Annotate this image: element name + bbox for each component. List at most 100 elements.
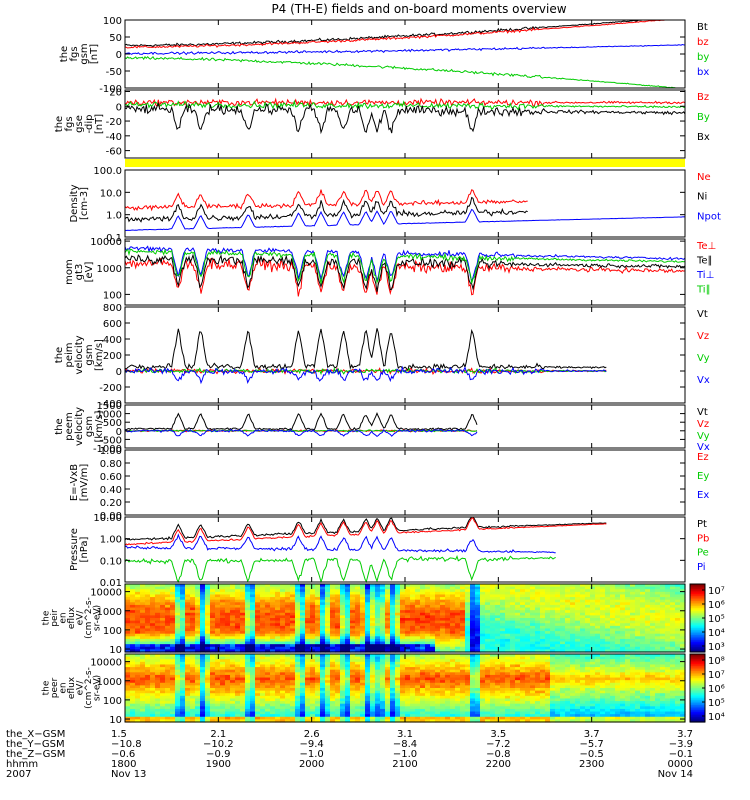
y-axis-label: eV/ — [76, 680, 86, 696]
y-tick-label: -400 — [99, 399, 122, 410]
y-tick-label: -60 — [106, 147, 122, 158]
y-tick-label: -40 — [106, 132, 122, 143]
legend-entry: Bx — [697, 132, 710, 143]
y-axis-label: velocity — [74, 407, 85, 446]
legend-entry: Ti⊥ — [696, 270, 714, 281]
y-axis-label: peir — [50, 609, 60, 627]
legend-entry: Pi — [697, 562, 706, 573]
y-axis-label: fgs — [69, 46, 80, 61]
x-axis-tick-value: 1.5 — [111, 729, 127, 740]
y-tick-label: 0.01 — [100, 578, 122, 589]
y-axis-label: peim — [64, 342, 75, 367]
y-axis-label: [eV] — [84, 262, 95, 283]
colorbar-tick-label: 10⁶ — [708, 600, 725, 611]
y-axis-label: [nT] — [94, 114, 105, 134]
y-tick-label: 0.20 — [100, 498, 122, 509]
y-axis-label: E=-VxB — [69, 464, 80, 501]
series-line-pressure-Pt — [124, 516, 607, 541]
y-tick-label: -500 — [99, 435, 122, 446]
x-axis-tick-value: −9.4 — [300, 739, 324, 750]
y-axis-label: Density — [69, 184, 80, 222]
x-axis-tick-value: 3.7 — [584, 729, 600, 740]
colorbar-tick-label: 10⁶ — [708, 684, 725, 695]
y-tick-label: -20 — [106, 117, 122, 128]
x-axis-tick-value: −8.4 — [393, 739, 417, 750]
legend-entry: bx — [697, 67, 709, 78]
y-axis-label: -dip — [84, 114, 95, 133]
series-line-fgs_gse-By — [124, 99, 686, 111]
x-axis-tick-value: 2.6 — [304, 729, 320, 740]
y-axis-label: the — [42, 610, 52, 625]
legend-entry: Te⊥ — [696, 241, 716, 252]
legend-entry: Vt — [697, 309, 708, 320]
x-axis-tick-value: −3.9 — [669, 739, 693, 750]
y-axis-label: sr-eV) — [93, 675, 103, 701]
y-tick-label: 1000 — [97, 607, 122, 618]
x-axis-tick-value: −0.9 — [206, 749, 230, 760]
y-tick-label: 400 — [103, 335, 122, 346]
x-axis-tick-value: 2000 — [299, 759, 324, 770]
x-axis-tick-value: Nov 13 — [111, 769, 146, 780]
yellow-separator-band — [125, 159, 685, 167]
x-axis-tick-value: 2300 — [579, 759, 604, 770]
x-axis-tick-value: −0.1 — [669, 749, 693, 760]
x-axis-row-label: hhmm — [6, 759, 38, 770]
y-axis-label: eflux — [67, 676, 77, 699]
colorbar-peer_spectrogram: 10⁸ 10⁷ 10⁶ 10⁵ 10⁴ — [689, 653, 725, 723]
colorbar-tick-label: 10⁷ — [708, 670, 725, 681]
series-line-temperature-Ti∥ — [124, 248, 686, 284]
legend-entry: Vy — [697, 353, 710, 364]
legend-entry: Ne — [697, 172, 711, 183]
y-axis-label: mom — [64, 259, 75, 285]
x-axis-tick-value: 3.1 — [397, 729, 413, 740]
y-tick-label: 800 — [103, 303, 122, 314]
x-axis-annotation: the_X−GSMthe_Y−GSMthe_Z−GSMhhmm20071.5−1… — [6, 729, 693, 780]
y-tick-label: 0 — [116, 367, 122, 378]
legend-entry: Pb — [697, 533, 709, 544]
colorbar-tick-label: 10⁷ — [708, 586, 725, 597]
legend-entry: Vy — [697, 431, 710, 442]
series-line-pressure-Pi — [124, 533, 556, 554]
y-tick-label: 500 — [103, 418, 122, 429]
legend-entry: Pt — [697, 519, 707, 530]
legend-entry: Ez — [697, 452, 709, 463]
y-axis-label: [cm-3] — [79, 187, 90, 220]
series-line-pressure-Pb — [124, 517, 607, 546]
series-line-fgs_gsm-bz — [124, 19, 685, 49]
panel-temperature: Te⊥ Te∥ Ti⊥ Ti∥ 10000 1000 100 mom gt3 [eV] — [64, 237, 716, 306]
x-axis-tick-value: 3.5 — [490, 729, 506, 740]
colorbar-tick-label: 10⁴ — [708, 712, 725, 723]
y-axis-label: [km/s] — [94, 339, 105, 371]
y-axis-label: [mV/m] — [79, 464, 90, 502]
x-axis-tick-value: −0.6 — [111, 749, 135, 760]
panel-pressure: Pt Pb Pe Pi 10.00 1.00 0.10 0.01 Pressure [nPa] — [69, 513, 709, 589]
legend-entry: Ex — [697, 490, 709, 501]
y-tick-label: 10000 — [90, 237, 122, 248]
y-axis-label: peer — [50, 677, 60, 698]
legend-entry: Ni — [697, 192, 707, 203]
figure-title: P4 (TH-E) fields and on-board moments ov… — [271, 2, 566, 16]
x-axis-tick-value: −7.2 — [486, 739, 510, 750]
panel-peer_spectrogram: 10⁸ 10⁷ 10⁶ 10⁵ 10⁴ 10000 1000 100 10 thepeerenef… — [42, 653, 725, 726]
y-tick-label: 100.0 — [93, 166, 122, 177]
panel-density: Ne Ni Npot 100.0 10.0 1.0 0.1 Density [cm-3] — [69, 166, 721, 244]
x-axis-tick-value: −1.0 — [300, 749, 324, 760]
y-axis-label: Pressure — [69, 528, 80, 571]
colorbar-peir_spectrogram: 10⁷ 10⁶ 10⁵ 10⁴ 10³ — [689, 583, 725, 653]
x-axis-tick-value: 0000 — [668, 759, 693, 770]
y-tick-label: 0.60 — [100, 472, 122, 483]
x-axis-row-label: the_Z−GSM — [6, 749, 65, 760]
series-line-temperature-Te∥ — [124, 253, 686, 292]
y-tick-label: 10000 — [90, 658, 122, 669]
series-line-peem_velocity-Vt — [124, 411, 478, 431]
y-axis-label: en — [59, 612, 69, 623]
legend-entry: Bz — [697, 92, 709, 103]
panel-efield: Ez Ey Ex 1.00 0.80 0.60 0.40 0.20 0.00 E=-VxB [mV/… — [69, 446, 709, 522]
y-axis-label: eV/ — [76, 610, 86, 626]
y-axis-label: [nT] — [89, 44, 100, 64]
x-axis-tick-value: −0.5 — [580, 749, 604, 760]
x-axis-tick-value: 2100 — [392, 759, 417, 770]
panel-peir_spectrogram: 10⁷ 10⁶ 10⁵ 10⁴ 10³ 10000 1000 100 10 thepeirenef… — [42, 583, 725, 656]
